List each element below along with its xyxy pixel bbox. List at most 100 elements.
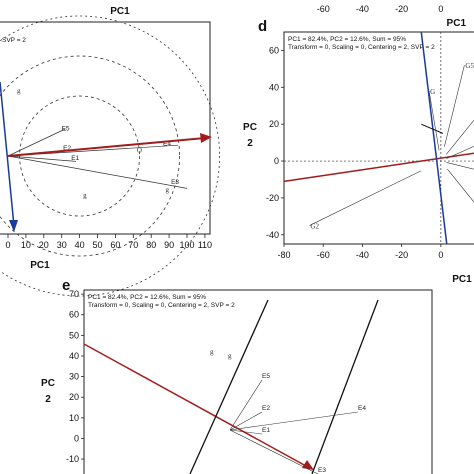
panel-d-point-label: G2: [310, 223, 319, 231]
panel-d-x-tick-label: -80: [277, 250, 290, 260]
panel-e-y-tick-label: 40: [69, 351, 79, 361]
panel-c-genotype-label: g: [83, 191, 87, 199]
panel-c-genotype-label: g: [166, 186, 170, 194]
panel-e-y-tick-label: 60: [69, 310, 79, 320]
panel-e-y-tick-label: 30: [69, 372, 79, 382]
panel-d-y-tick-label: -20: [266, 193, 279, 203]
panel-c-env-label: E2: [63, 145, 71, 152]
panel-e-info-1: PC1 = 82.4%, PC2 = 12.6%, Sum = 95%: [88, 294, 206, 301]
panel-c-genotype-label: O: [137, 146, 142, 154]
panel-e-env-label: E3: [318, 467, 326, 474]
panel-d-x-title: PC1: [452, 274, 472, 285]
panel-c-env-vector: [7, 128, 66, 157]
panel-c-env-vector: [7, 155, 188, 189]
panel-e-env-line: [229, 429, 319, 474]
panel-d-labels: G5G2GGeee: [309, 62, 474, 231]
panel-d-info-2: Transform = 0, Scaling = 0, Centering = …: [288, 44, 435, 51]
panel-e: e PC1 = 82.4%, PC2 = 12.6%, Sum = 95% Tr…: [41, 277, 433, 474]
panel-d-x-tick-label: 0: [438, 250, 443, 260]
panel-e-genotype-label: g: [210, 348, 214, 356]
panel-c-env-label: E1: [71, 155, 79, 162]
panel-c-env-label: E5: [62, 126, 70, 133]
panel-e-lines: [83, 299, 379, 474]
panel-c-circle: [0, 15, 220, 297]
panel-c-top-title: PC1: [110, 6, 130, 17]
panel-d-x-tick-label: -40: [356, 250, 369, 260]
panel-e-letter: e: [62, 277, 70, 294]
panel-d-info-1: PC1 = 82.4%, PC2 = 12.6%, Sum = 95%: [288, 36, 406, 43]
panel-e-y-tick-label: 70: [69, 289, 79, 299]
panel-c-red-arrowhead: [200, 133, 212, 143]
panel-e-genotype-label: g: [228, 352, 232, 360]
panel-e-env-label: E2: [262, 405, 270, 412]
panel-e-env-line: [229, 379, 263, 431]
panel-c-x-ticks: 0 10 20 30 40 50 60 70 80 90 100 110: [5, 234, 212, 250]
panel-d-label-line: [446, 162, 474, 170]
panel-e-info-2: Transform = 0, Scaling = 0, Centering = …: [88, 302, 235, 309]
panel-d-y-tick-label: -40: [266, 230, 279, 240]
panel-c-info: SVP = 2: [2, 37, 26, 44]
panel-e-env-label: E4: [358, 405, 366, 412]
panel-c-x-tick-label: 40: [75, 240, 85, 250]
panel-d-top-tick-label: 0: [438, 4, 443, 14]
panel-e-black-line: [311, 299, 379, 474]
panel-e-y-tick-label: 50: [69, 330, 79, 340]
panel-e-env-label: E5: [262, 373, 270, 380]
panel-c-env-vector: [7, 155, 77, 162]
panel-d-top-tick-label: -40: [356, 4, 369, 14]
panel-d-y-tick-label: 0: [274, 156, 279, 166]
panel-d-y-title-2: 2: [247, 138, 253, 149]
panel-c-env-label: E4: [163, 140, 171, 147]
panel-d-red-line: [283, 152, 474, 183]
panel-c-circle: [0, 55, 180, 257]
panel-e-y-tick-label: 0: [74, 433, 79, 443]
panel-d-label-line: [446, 145, 474, 159]
panel-e-red-arrow: [83, 343, 307, 467]
panel-e-y-tick-label: 20: [69, 392, 79, 402]
panel-d-label-line: [309, 170, 422, 226]
panel-c-x-tick-label: 100: [179, 240, 194, 250]
panel-d-letter: d: [258, 18, 267, 35]
panel-d-top-tick-label: -60: [317, 4, 330, 14]
panel-d-y-title-1: PC: [243, 122, 257, 133]
panel-c-frame: [0, 21, 211, 235]
panel-c-x-tick-label: 80: [146, 240, 156, 250]
panel-c-x-tick-label: 0: [5, 240, 10, 250]
panel-e-y-tick-label: -10: [66, 454, 79, 464]
panel-d-lines: [283, 31, 474, 245]
panel-e-y-tick-label: 10: [69, 413, 79, 423]
panel-e-env-line: [229, 411, 359, 431]
panel-d-y-tick-label: 20: [269, 119, 279, 129]
panel-d-x-tick-label: -20: [395, 250, 408, 260]
panel-c-circles: [0, 15, 220, 297]
panel-d-y-tick-label: 60: [269, 45, 279, 55]
panel-c-x-tick-label: 90: [164, 240, 174, 250]
panel-c-x-tick-label: 20: [39, 240, 49, 250]
panel-e-env-label: E1: [262, 427, 270, 434]
panel-d-label-line: [428, 90, 440, 151]
panel-c-x-tick-label: 60: [110, 240, 120, 250]
panel-c-blue-arrow: [0, 81, 15, 227]
panel-c-x-tick-label: 110: [198, 240, 212, 250]
panel-c-genotype-label: g: [17, 87, 21, 95]
panel-d-top-ticks: -60-40-20020: [317, 4, 444, 14]
panel-e-black-line: [189, 299, 269, 474]
panel-d-frame: [283, 31, 474, 245]
panel-c-env-label: E3: [171, 179, 179, 186]
panel-e-y-ticks: 70 60 50 40 30 20 10 0 -10: [66, 289, 84, 464]
panel-e-y-title-2: 2: [45, 394, 51, 405]
panel-c-x-tick-label: 70: [128, 240, 138, 250]
panel-d-top-title: PC1: [447, 18, 467, 29]
panel-c-blue-arrowhead: [9, 220, 18, 232]
panel-c-x-tick-label: 30: [57, 240, 67, 250]
panel-d-x-tick-label: -60: [317, 250, 330, 260]
panel-d-label-line: [444, 65, 465, 147]
panel-e-env-line: [229, 429, 263, 435]
panel-e-labels: E1 E2 E3 E4 E5 g g: [210, 348, 366, 474]
panel-d-point-label: G5: [465, 62, 474, 70]
panel-c: PC1 SVP = 2 0 10 20 30 40 50 60 70 80 90 100 110 E1…: [0, 6, 220, 297]
panel-d-ticks: 60 40 20 0 -20 -40 -80 -60 -40 -20 0: [266, 45, 443, 260]
panel-c-x-title: PC1: [30, 260, 50, 271]
panel-c-x-tick-label: 50: [92, 240, 102, 250]
